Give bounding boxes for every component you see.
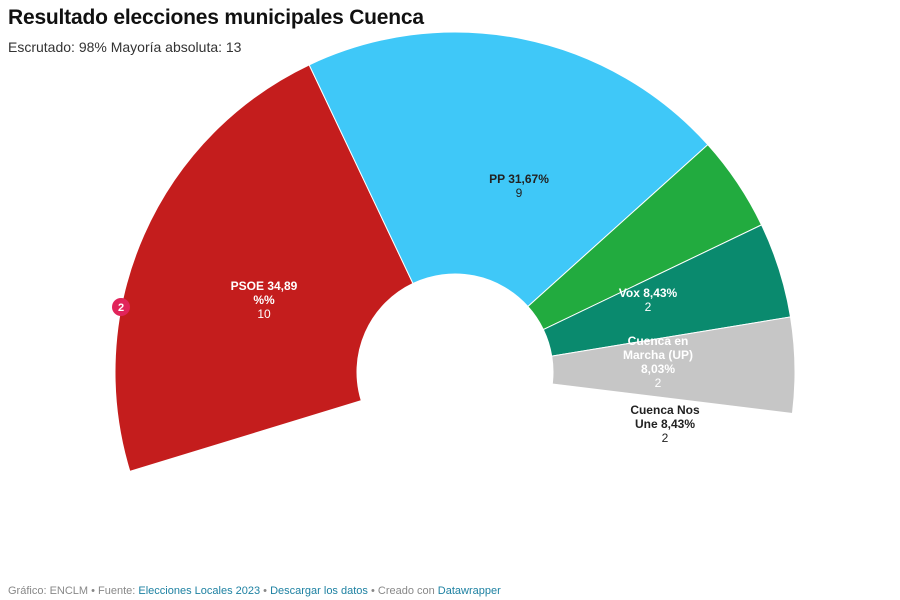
- slice-seats-cuenca-en-marcha-up: 2: [655, 376, 662, 390]
- slice-seats-pp: 9: [516, 186, 523, 200]
- chart-title: Resultado elecciones municipales Cuenca: [8, 6, 424, 29]
- slice-label-cuenca-en-marcha-up: 8,03%: [641, 362, 675, 376]
- download-data-link[interactable]: Descargar los datos: [270, 585, 368, 597]
- slice-pp[interactable]: [308, 31, 709, 308]
- footer: Gráfico: ENCLM • Fuente: Elecciones Loca…: [8, 585, 501, 597]
- footer-source-prefix: • Fuente:: [88, 585, 139, 597]
- source-link[interactable]: Elecciones Locales 2023: [138, 585, 261, 597]
- slice-label-cuenca-nos-une: Cuenca Nos: [630, 403, 700, 417]
- footer-credit: Gráfico: ENCLM: [8, 585, 89, 597]
- slice-psoe[interactable]: [114, 64, 414, 473]
- slice-label-psoe: PSOE 34,89: [231, 279, 298, 293]
- annotation-badge[interactable]: 2: [112, 298, 130, 316]
- slice-seats-cuenca-nos-une: 2: [662, 431, 669, 445]
- slice-label-cuenca-en-marcha-up: Cuenca en: [628, 334, 689, 348]
- slice-seats-psoe: 10: [257, 307, 271, 321]
- annotation-badge-circle: [112, 298, 130, 316]
- annotation-badge-label: 2: [118, 302, 124, 314]
- slice-label-pp: PP 31,67%: [489, 172, 549, 186]
- slice-label-psoe: %%: [253, 293, 275, 307]
- slice-label-cuenca-nos-une: Une 8,43%: [635, 417, 695, 431]
- slice-label-cuenca-en-marcha-up: Marcha (UP): [623, 348, 693, 362]
- footer-separator: •: [260, 585, 271, 597]
- footer-created-with: • Creado con: [367, 585, 438, 597]
- datawrapper-link[interactable]: Datawrapper: [437, 585, 501, 597]
- slice-cuenca-nos-une[interactable]: [551, 316, 796, 414]
- slice-label-vox: Vox 8,43%: [619, 286, 678, 300]
- chart-subtitle: Escrutado: 98% Mayoría absoluta: 13: [8, 39, 242, 55]
- slice-seats-vox: 2: [645, 300, 652, 314]
